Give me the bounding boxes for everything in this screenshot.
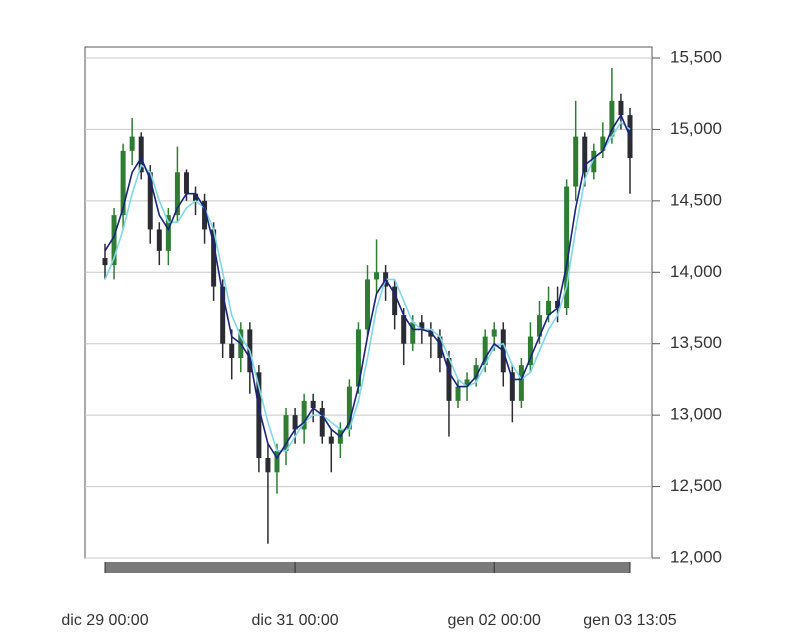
candle-body xyxy=(256,372,262,458)
y-tick-label: 15,500 xyxy=(670,47,722,66)
candle-body xyxy=(355,329,361,387)
candle-body xyxy=(183,172,189,194)
candle-body xyxy=(156,229,162,251)
candle-body xyxy=(120,150,126,216)
candle-body xyxy=(518,365,524,401)
candle-body xyxy=(392,286,398,316)
candle-body xyxy=(401,315,407,344)
candle-body xyxy=(220,286,226,344)
candle-body xyxy=(410,322,416,344)
y-tick-label: 13,000 xyxy=(670,405,722,424)
candle-body xyxy=(473,365,479,380)
candle-body xyxy=(437,336,443,358)
candle-body xyxy=(292,415,298,430)
x-tick-label: dic 29 00:00 xyxy=(61,612,148,629)
candle-body xyxy=(301,400,307,430)
y-tick-label: 13,500 xyxy=(670,333,722,352)
candle-body xyxy=(193,193,199,201)
candle-body xyxy=(328,436,334,444)
candle-body xyxy=(138,136,144,173)
candle-body xyxy=(482,336,488,366)
y-tick-label: 12,000 xyxy=(670,547,722,566)
candle-body xyxy=(618,100,624,116)
candle-body xyxy=(202,200,208,230)
candle-body xyxy=(211,229,217,287)
y-tick-label: 15,000 xyxy=(670,119,722,138)
candle-body xyxy=(147,172,153,230)
candle-body xyxy=(265,458,271,473)
candle-body xyxy=(536,315,542,337)
candle-body xyxy=(464,379,470,387)
candle-body xyxy=(365,279,370,330)
candle-body xyxy=(274,450,280,473)
candle-body xyxy=(111,215,117,266)
candle-body xyxy=(165,215,171,251)
candle-body xyxy=(609,100,615,137)
candle-body xyxy=(491,329,497,337)
candle-body xyxy=(129,136,135,151)
candle-body xyxy=(591,150,597,173)
moving-average-line xyxy=(104,121,631,452)
candle-body xyxy=(546,300,552,316)
candle-body xyxy=(102,258,108,266)
candle-body xyxy=(310,400,316,408)
candle-body xyxy=(582,136,588,173)
candle-body xyxy=(573,136,579,187)
candle-body xyxy=(283,415,289,451)
x-axis-bar xyxy=(105,562,630,573)
y-tick-label: 12,500 xyxy=(670,476,722,495)
candle-body xyxy=(564,186,570,308)
x-tick-label: gen 02 00:00 xyxy=(448,612,542,629)
candle-body xyxy=(600,136,606,151)
candle-body xyxy=(346,386,352,430)
candle-body xyxy=(229,343,235,358)
candle-body xyxy=(419,322,425,330)
candle-body xyxy=(446,358,452,401)
candle-body xyxy=(374,272,380,280)
candle-body xyxy=(319,408,325,437)
candle-body xyxy=(174,172,180,216)
x-tick-label: dic 31 00:00 xyxy=(251,612,338,629)
y-tick-label: 14,500 xyxy=(670,190,722,209)
moving-average-line xyxy=(104,113,631,460)
y-tick-label: 14,000 xyxy=(670,262,722,281)
candle-body xyxy=(455,386,461,401)
candle-body xyxy=(527,336,533,366)
candle-body xyxy=(509,372,515,401)
x-tick-label: gen 03 13:05 xyxy=(583,612,677,629)
